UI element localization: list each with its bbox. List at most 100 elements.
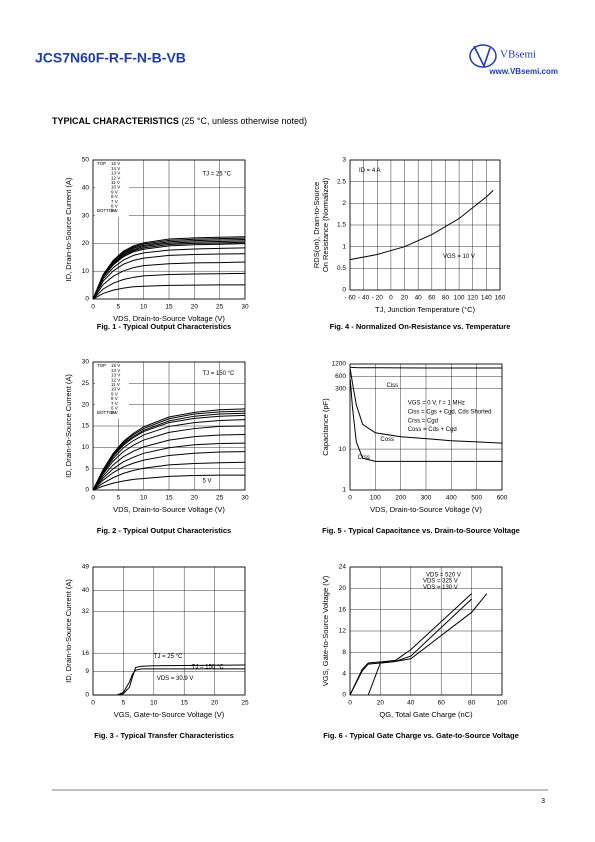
x-tick-label: 0 (348, 700, 352, 707)
legend-entry: 6 V (111, 203, 118, 208)
y-tick-label: 0 (342, 692, 346, 699)
legend-entry: 12 V (111, 175, 120, 180)
y-tick-label: 0 (85, 487, 89, 494)
x-tick-label: 140 (481, 295, 492, 302)
y-tick-label: 20 (339, 585, 347, 592)
legend-top: TOP (97, 161, 106, 166)
x-tick-label: 200 (395, 495, 406, 502)
y-tick-label: 24 (339, 564, 347, 571)
curve (92, 243, 246, 300)
y-tick-label: 1.5 (337, 222, 346, 229)
annotation: VGS = 10 V (443, 254, 475, 260)
y-axis-label: On Resistance (Normalized) (321, 177, 330, 272)
legend-box (95, 363, 129, 419)
y-tick-label: 2 (342, 200, 346, 207)
chart: 0 100 200 300 400 500 600 1 10 300 600 1200 VDS, Dra… (321, 361, 520, 535)
x-tick-label: 10 (140, 495, 148, 502)
curve (349, 593, 472, 696)
x-tick-label: 30 (241, 495, 249, 502)
x-tick-label: 40 (415, 295, 423, 302)
y-tick-label: 25 (82, 380, 90, 387)
legend-entry: 8 V (111, 396, 118, 401)
chart: 0 20 40 60 80 100 0 4 8 12 16 20 24 QG, Total Gate Ch… (321, 564, 519, 740)
annotation: TJ = 25 °C (202, 171, 231, 177)
legend-entry: 8 V (111, 194, 118, 199)
y-tick-label: 5 (85, 465, 89, 472)
x-tick-label: 0 (91, 700, 95, 707)
legend-entry: 10 V (111, 387, 120, 392)
curve (92, 414, 246, 491)
x-tick-label: 0 (91, 495, 95, 502)
y-tick-label: 12 (339, 628, 347, 635)
y-axis-label: RDS(on), Drain-to-Source (312, 182, 321, 268)
section-heading: TYPICAL CHARACTERISTICS (25 °C, unless o… (52, 116, 307, 126)
curve (92, 442, 246, 491)
y-tick-label: 0.5 (337, 265, 346, 272)
y-tick-label: 0 (85, 692, 89, 699)
y-tick-label: 300 (335, 385, 346, 392)
y-tick-label: 0 (342, 287, 346, 294)
section-note: (25 °C, unless otherwise noted) (179, 116, 307, 126)
series-label: TJ = 150 °C (192, 664, 225, 670)
x-tick-label: 100 (497, 700, 508, 707)
legend-entry: 13 V (111, 171, 120, 176)
y-tick-label: 4 (342, 670, 346, 677)
x-tick-label: 15 (181, 700, 189, 707)
curve (92, 461, 246, 491)
x-tick-label: 60 (428, 295, 436, 302)
x-tick-label: 100 (370, 495, 381, 502)
x-tick-label: 5 (117, 495, 121, 502)
y-tick-label: 10 (82, 444, 90, 451)
curve (92, 272, 246, 300)
figure-caption: Fig. 2 - Typical Output Characteristics (97, 526, 231, 535)
x-tick-label: 5 (117, 304, 121, 311)
legend-entry: 5 V (111, 208, 118, 213)
x-tick-label: 0 (91, 304, 95, 311)
website: www.VBsemi.com (488, 67, 558, 76)
legend-bottom: BOTTOM (97, 208, 116, 213)
y-tick-label: 20 (82, 401, 90, 408)
x-tick-label: 80 (468, 700, 476, 707)
chart: 0 5 10 15 20 25 0 9 16 32 40 49 VGS, Gate-to-Source … (64, 564, 249, 740)
y-axis-label: Capacitance (pF) (321, 398, 330, 456)
x-tick-label: 15 (165, 304, 173, 311)
y-axis-label: ID, Drain-to-Source Current (A) (64, 177, 73, 281)
x-tick-label: 0 (389, 295, 393, 302)
chart: 0 5 10 15 20 25 30 0 10 20 30 40 50 VDS, Drain-to-Sou… (64, 157, 249, 331)
x-tick-label: 10 (150, 700, 158, 707)
x-tick-label: 400 (446, 495, 457, 502)
legend-entry: 5 V (111, 410, 118, 415)
curve (93, 664, 246, 696)
annotation: VDS = 30.9 V (157, 676, 194, 682)
y-tick-label: 2.5 (337, 178, 346, 185)
curve (92, 247, 246, 300)
y-axis-label: ID, Drain-to-Source Current (A) (64, 579, 73, 683)
x-tick-label: 80 (442, 295, 450, 302)
y-tick-label: 8 (342, 649, 346, 656)
curve (349, 189, 494, 261)
y-tick-label: 40 (82, 185, 90, 192)
x-axis-label: VDS, Drain-to-Source Voltage (V) (113, 505, 225, 514)
legend-entry: 11 V (111, 180, 120, 185)
y-tick-label: 0 (85, 296, 89, 303)
x-tick-label: 500 (471, 495, 482, 502)
legend-entry: 15 V (111, 161, 120, 166)
y-tick-label: 10 (82, 268, 90, 275)
legend-entry: 9 V (111, 189, 118, 194)
y-tick-label: 30 (82, 212, 90, 219)
annotation: Ciss = Cgs + Cgd, Cds Shorted (408, 409, 492, 415)
y-tick-label: 20 (82, 240, 90, 247)
y-tick-label: 50 (82, 157, 90, 164)
y-tick-label: 32 (82, 608, 90, 615)
x-tick-label: 20 (401, 295, 409, 302)
figure-caption: Fig. 3 - Typical Transfer Characteristic… (94, 731, 234, 740)
x-tick-label: 300 (421, 495, 432, 502)
y-tick-label: 1 (342, 487, 346, 494)
legend-entry: 6 V (111, 405, 118, 410)
curve (92, 451, 246, 491)
x-tick-label: 20 (377, 700, 385, 707)
x-axis-label: TJ, Junction Temperature (°C) (375, 305, 475, 314)
x-tick-label: 20 (191, 304, 199, 311)
